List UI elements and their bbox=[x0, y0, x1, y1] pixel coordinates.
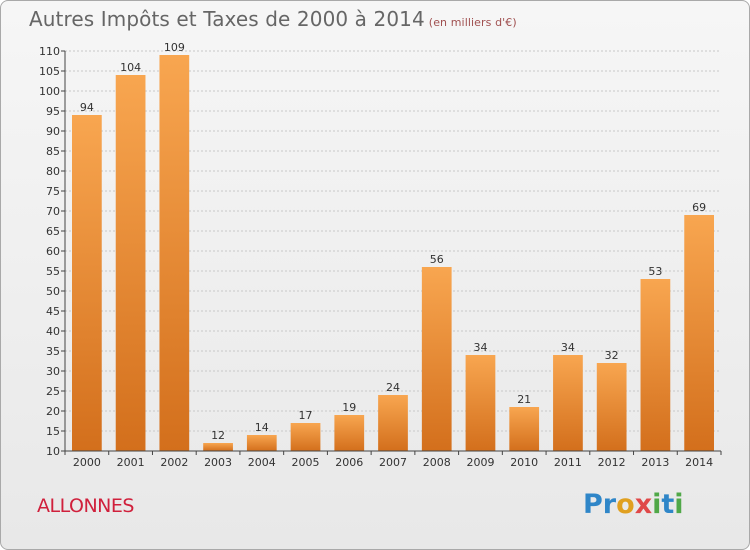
value-label-2005: 17 bbox=[299, 409, 313, 422]
bar-2010 bbox=[509, 407, 540, 451]
logo-letter: x bbox=[634, 489, 653, 520]
y-tick-label: 45 bbox=[46, 305, 60, 318]
value-label-2014: 69 bbox=[692, 201, 706, 214]
logo-letter: t bbox=[661, 489, 675, 520]
bar-2008 bbox=[421, 267, 452, 451]
bar-2006 bbox=[334, 415, 365, 451]
value-label-2003: 12 bbox=[211, 429, 225, 442]
bar-2005 bbox=[290, 423, 321, 451]
y-tick-label: 60 bbox=[46, 245, 60, 258]
x-tick-label-2012: 2012 bbox=[598, 456, 626, 469]
value-label-2009: 34 bbox=[473, 341, 487, 354]
bar-2012 bbox=[596, 363, 627, 451]
value-label-2008: 56 bbox=[430, 253, 444, 266]
value-label-2010: 21 bbox=[517, 393, 531, 406]
logo-letter: i bbox=[674, 489, 684, 520]
x-tick-label-2006: 2006 bbox=[335, 456, 363, 469]
value-label-2012: 32 bbox=[605, 349, 619, 362]
x-tick-label-2003: 2003 bbox=[204, 456, 232, 469]
bar-2004 bbox=[246, 435, 277, 451]
y-tick-label: 25 bbox=[46, 385, 60, 398]
y-tick-label: 70 bbox=[46, 205, 60, 218]
x-tick-label-2013: 2013 bbox=[641, 456, 669, 469]
y-tick-label: 55 bbox=[46, 265, 60, 278]
chart-title: Autres Impôts et Taxes de 2000 à 2014 (en… bbox=[29, 7, 517, 31]
y-tick-label: 105 bbox=[39, 65, 60, 78]
x-tick-label-2009: 2009 bbox=[466, 456, 494, 469]
y-tick-label: 15 bbox=[46, 425, 60, 438]
value-label-2004: 14 bbox=[255, 421, 269, 434]
value-label-2007: 24 bbox=[386, 381, 400, 394]
bar-2013 bbox=[640, 279, 671, 451]
value-label-2000: 94 bbox=[80, 101, 94, 114]
value-label-2013: 53 bbox=[648, 265, 662, 278]
x-tick-label-2011: 2011 bbox=[554, 456, 582, 469]
logo-letter: r bbox=[602, 489, 617, 520]
chart-subtitle: (en milliers d'€) bbox=[428, 16, 517, 29]
y-tick-label: 85 bbox=[46, 145, 60, 158]
x-tick-label-2000: 2000 bbox=[73, 456, 101, 469]
y-tick-label: 80 bbox=[46, 165, 60, 178]
logo-letter: i bbox=[652, 489, 662, 520]
commune-name: ALLONNES bbox=[37, 495, 134, 517]
y-tick-label: 35 bbox=[46, 345, 60, 358]
x-tick-label-2010: 2010 bbox=[510, 456, 538, 469]
x-tick-label-2004: 2004 bbox=[248, 456, 276, 469]
y-tick-label: 65 bbox=[46, 225, 60, 238]
x-tick-label-2007: 2007 bbox=[379, 456, 407, 469]
logo-letter: o bbox=[616, 489, 635, 520]
value-label-2011: 34 bbox=[561, 341, 575, 354]
value-label-2006: 19 bbox=[342, 401, 356, 414]
bar-2001 bbox=[115, 75, 146, 451]
value-label-2002: 109 bbox=[164, 41, 185, 54]
proxiti-logo[interactable]: Proxiti bbox=[583, 489, 684, 520]
y-tick-label: 10 bbox=[46, 445, 60, 458]
x-tick-label-2008: 2008 bbox=[423, 456, 451, 469]
y-tick-label: 50 bbox=[46, 285, 60, 298]
value-label-2001: 104 bbox=[120, 61, 141, 74]
bar-2011 bbox=[553, 355, 583, 451]
y-tick-label: 30 bbox=[46, 365, 60, 378]
bar-2014 bbox=[684, 215, 715, 451]
bar-2002 bbox=[159, 55, 190, 451]
bar-2009 bbox=[465, 355, 496, 451]
x-tick-label-2002: 2002 bbox=[160, 456, 188, 469]
bar-2000 bbox=[71, 115, 102, 451]
y-tick-label: 20 bbox=[46, 405, 60, 418]
y-tick-label: 75 bbox=[46, 185, 60, 198]
x-tick-label-2014: 2014 bbox=[685, 456, 713, 469]
y-tick-label: 110 bbox=[39, 45, 60, 58]
y-tick-label: 95 bbox=[46, 105, 60, 118]
logo-letter: P bbox=[583, 489, 603, 520]
y-tick-label: 90 bbox=[46, 125, 60, 138]
x-tick-label-2005: 2005 bbox=[292, 456, 320, 469]
x-tick-label-2001: 2001 bbox=[117, 456, 145, 469]
chart-title-text: Autres Impôts et Taxes de 2000 à 2014 bbox=[29, 7, 425, 31]
y-tick-label: 100 bbox=[39, 85, 60, 98]
y-tick-label: 40 bbox=[46, 325, 60, 338]
bar-2003 bbox=[203, 443, 233, 451]
bar-2007 bbox=[378, 395, 408, 451]
